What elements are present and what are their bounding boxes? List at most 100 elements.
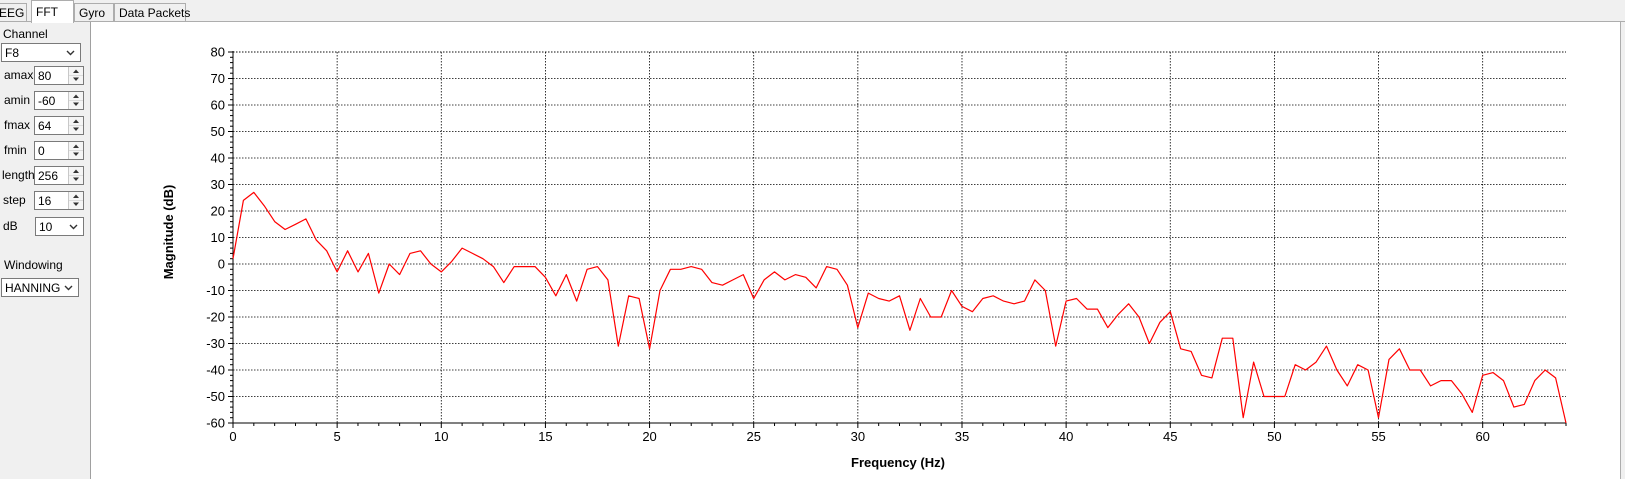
windowing-value: HANNING <box>5 281 61 295</box>
y-tick-label: 20 <box>211 204 225 219</box>
fmax-stepper[interactable]: 64 <box>34 116 84 135</box>
fmax-up-button[interactable] <box>69 117 83 126</box>
step-value: 16 <box>38 194 52 208</box>
tab-fft[interactable]: FFT <box>31 0 74 23</box>
x-axis-label: Frequency (Hz) <box>851 455 945 470</box>
y-tick-label: -20 <box>206 310 225 325</box>
spectrum-line <box>232 191 1567 424</box>
fmin-down-button[interactable] <box>69 150 83 158</box>
length-stepper[interactable]: 256 <box>34 166 84 185</box>
fmax-label: fmax <box>4 118 31 132</box>
step-up-button[interactable] <box>69 192 83 201</box>
arrow-up-icon <box>73 94 79 98</box>
channel-select[interactable]: F8 <box>1 43 81 62</box>
chevron-down-icon <box>64 285 73 291</box>
x-tick-label: 0 <box>229 429 236 444</box>
fmin-value: 0 <box>38 144 45 158</box>
x-tick-label: 10 <box>434 429 448 444</box>
settings-panel: Channel F8 amax 80 amin -60 fmax 64 fmin… <box>0 22 90 479</box>
fmax-down-button[interactable] <box>69 125 83 133</box>
length-value: 256 <box>38 169 59 183</box>
windowing-select[interactable]: HANNING <box>1 278 79 297</box>
y-tick-label: 60 <box>211 98 225 113</box>
y-tick-label: -30 <box>206 336 225 351</box>
x-tick-label: 40 <box>1059 429 1073 444</box>
y-tick-label: 0 <box>218 257 225 272</box>
chevron-down-icon <box>69 224 78 230</box>
x-tick-label: 20 <box>642 429 656 444</box>
y-tick-label: -60 <box>206 416 225 431</box>
tab-divider <box>0 21 1625 22</box>
length-label: length <box>2 168 35 182</box>
arrow-up-icon <box>73 144 79 148</box>
arrow-up-icon <box>73 119 79 123</box>
step-down-button[interactable] <box>69 200 83 208</box>
amax-value: 80 <box>38 69 52 83</box>
length-up-button[interactable] <box>69 167 83 176</box>
fmin-label: fmin <box>4 143 27 157</box>
step-stepper[interactable]: 16 <box>34 191 84 210</box>
y-tick-label: 70 <box>211 71 225 86</box>
amin-down-button[interactable] <box>69 100 83 108</box>
amin-up-button[interactable] <box>69 92 83 101</box>
arrow-up-icon <box>73 169 79 173</box>
amin-value: -60 <box>38 94 56 108</box>
channel-value: F8 <box>5 46 20 60</box>
chart-tick-labels: 0 5 10 15 20 25 30 35 40 45 50 55 60 -60 -50 -40 -30 -20 -… <box>206 45 1490 445</box>
step-label: step <box>3 193 26 207</box>
y-tick-label: 50 <box>211 124 225 139</box>
x-tick-label: 5 <box>334 429 341 444</box>
fmin-up-button[interactable] <box>69 142 83 151</box>
db-value: 10 <box>39 220 53 234</box>
arrow-down-icon <box>73 177 79 181</box>
amin-label: amin <box>4 93 31 107</box>
tab-strip: EEG FFT Gyro Data Packets <box>0 0 1625 23</box>
length-down-button[interactable] <box>69 175 83 183</box>
amax-stepper[interactable]: 80 <box>34 66 84 85</box>
fmin-stepper[interactable]: 0 <box>34 141 84 160</box>
y-tick-label: -10 <box>206 283 225 298</box>
tab-eeg[interactable]: EEG <box>0 3 27 21</box>
arrow-down-icon <box>73 102 79 106</box>
x-tick-label: 55 <box>1371 429 1385 444</box>
x-tick-label: 35 <box>955 429 969 444</box>
x-tick-label: 45 <box>1163 429 1177 444</box>
chart-grid <box>233 51 1566 423</box>
tab-content <box>0 22 1620 479</box>
x-tick-label: 60 <box>1475 429 1489 444</box>
amax-up-button[interactable] <box>69 67 83 76</box>
amin-stepper[interactable]: -60 <box>34 91 84 110</box>
amax-label: amax <box>4 68 34 82</box>
chart-series <box>232 191 1567 424</box>
y-tick-label: 80 <box>211 45 225 60</box>
amax-down-button[interactable] <box>69 75 83 83</box>
y-tick-label: -50 <box>206 389 225 404</box>
panel-divider <box>90 22 91 479</box>
arrow-up-icon <box>73 194 79 198</box>
chart-ticks <box>228 51 1567 428</box>
windowing-label: Windowing <box>4 258 63 272</box>
arrow-down-icon <box>73 202 79 206</box>
tab-data-packets[interactable]: Data Packets <box>114 3 190 21</box>
arrow-down-icon <box>73 127 79 131</box>
y-tick-label: 30 <box>211 177 225 192</box>
channel-label: Channel <box>3 27 48 41</box>
y-tick-label: 10 <box>211 230 225 245</box>
y-tick-label: -40 <box>206 363 225 378</box>
x-tick-label: 25 <box>746 429 760 444</box>
chevron-down-icon <box>66 50 75 56</box>
content-border <box>1620 22 1621 479</box>
fmax-value: 64 <box>38 119 52 133</box>
x-tick-label: 50 <box>1267 429 1281 444</box>
x-tick-label: 30 <box>851 429 865 444</box>
tab-gyro[interactable]: Gyro <box>74 3 114 21</box>
y-axis-label: Magnitude (dB) <box>161 185 176 280</box>
arrow-up-icon <box>73 69 79 73</box>
x-tick-label: 15 <box>538 429 552 444</box>
chart-axes <box>232 51 1566 424</box>
db-label: dB <box>3 219 18 233</box>
arrow-down-icon <box>73 152 79 156</box>
arrow-down-icon <box>73 77 79 81</box>
db-select[interactable]: 10 <box>35 217 84 236</box>
